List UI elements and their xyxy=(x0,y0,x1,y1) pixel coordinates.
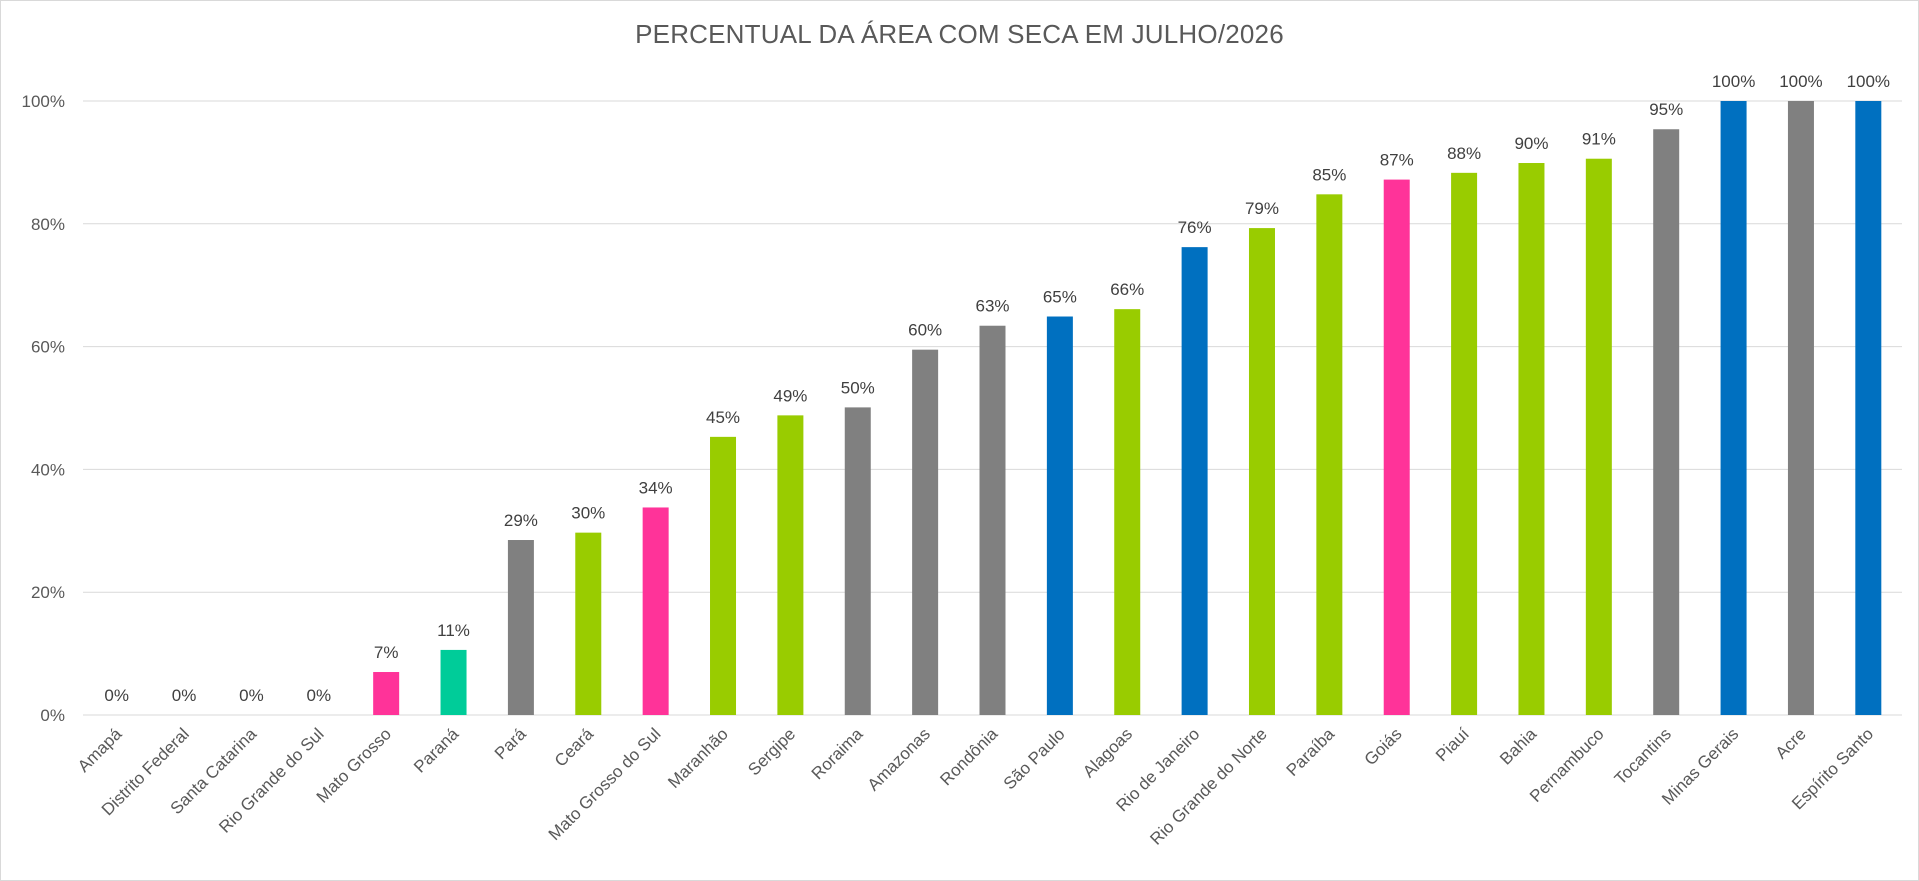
data-label: 100% xyxy=(1712,72,1755,91)
data-label: 0% xyxy=(172,686,197,705)
bar xyxy=(1383,179,1410,716)
category-label: Goiás xyxy=(1361,724,1406,769)
category-label: Piauí xyxy=(1432,724,1473,765)
bar xyxy=(373,672,400,715)
data-label: 11% xyxy=(437,621,470,640)
bar xyxy=(1316,194,1343,715)
data-label: 79% xyxy=(1245,199,1279,218)
data-label: 91% xyxy=(1582,130,1616,149)
data-label: 76% xyxy=(1178,218,1212,237)
bar xyxy=(979,325,1006,715)
category-label: São Paulo xyxy=(1000,724,1069,793)
bar xyxy=(575,532,602,715)
bar xyxy=(1248,228,1275,715)
data-label: 0% xyxy=(104,686,129,705)
category-label: Sergipe xyxy=(744,724,799,779)
category-label: Amazonas xyxy=(864,724,934,794)
data-label: 7% xyxy=(374,643,399,662)
bar xyxy=(1855,101,1882,715)
bar xyxy=(507,540,534,715)
bar xyxy=(1787,101,1814,715)
category-label: Amapá xyxy=(74,724,126,776)
y-tick-label: 60% xyxy=(31,338,65,357)
y-tick-label: 0% xyxy=(40,706,65,725)
data-label: 100% xyxy=(1779,72,1822,91)
data-label: 30% xyxy=(571,504,605,523)
category-label: Rondônia xyxy=(936,724,1001,789)
data-label: 88% xyxy=(1447,144,1481,163)
bar xyxy=(1046,316,1073,715)
category-label: Acre xyxy=(1772,724,1810,762)
data-label: 100% xyxy=(1847,72,1890,91)
category-label: Roraima xyxy=(808,724,867,783)
category-label: Ceará xyxy=(551,724,598,771)
category-label: Rio Grande do Norte xyxy=(1146,724,1270,848)
data-label: 45% xyxy=(706,408,740,427)
bar xyxy=(1720,101,1747,715)
bar xyxy=(1451,172,1478,715)
bar xyxy=(1181,247,1208,715)
y-tick-label: 80% xyxy=(31,215,65,234)
category-label: Mato Grosso do Sul xyxy=(545,724,665,844)
data-label: 34% xyxy=(639,478,673,497)
bar xyxy=(710,436,737,715)
bar xyxy=(1653,129,1680,715)
data-label: 60% xyxy=(908,321,942,340)
data-label: 65% xyxy=(1043,288,1077,307)
data-label: 0% xyxy=(239,686,264,705)
category-label: Bahia xyxy=(1496,724,1541,769)
bar xyxy=(912,349,939,715)
category-label: Pará xyxy=(491,724,530,763)
y-tick-label: 20% xyxy=(31,583,65,602)
data-label: 90% xyxy=(1514,134,1548,153)
bar xyxy=(844,407,871,715)
data-label: 50% xyxy=(841,378,875,397)
category-label: Paraíba xyxy=(1283,724,1339,780)
category-label: Alagoas xyxy=(1079,724,1136,781)
category-label: Paraná xyxy=(410,724,463,777)
bar xyxy=(440,649,467,715)
data-label: 95% xyxy=(1649,100,1683,119)
category-label: Tocantins xyxy=(1611,724,1675,788)
bar xyxy=(1114,309,1141,715)
data-label: 0% xyxy=(307,686,332,705)
bar xyxy=(777,415,804,715)
bar xyxy=(1585,158,1612,715)
data-label: 63% xyxy=(975,297,1009,316)
data-label: 66% xyxy=(1110,280,1144,299)
data-label: 87% xyxy=(1380,151,1414,170)
y-tick-label: 100% xyxy=(22,92,65,111)
bar xyxy=(1518,163,1545,715)
category-label: Maranhão xyxy=(664,724,732,792)
y-tick-label: 40% xyxy=(31,460,65,479)
data-label: 49% xyxy=(773,386,807,405)
data-label: 85% xyxy=(1312,165,1346,184)
data-label: 29% xyxy=(504,511,538,530)
bar xyxy=(642,507,669,715)
chart-title: PERCENTUAL DA ÁREA COM SECA EM JULHO/202… xyxy=(635,19,1284,49)
